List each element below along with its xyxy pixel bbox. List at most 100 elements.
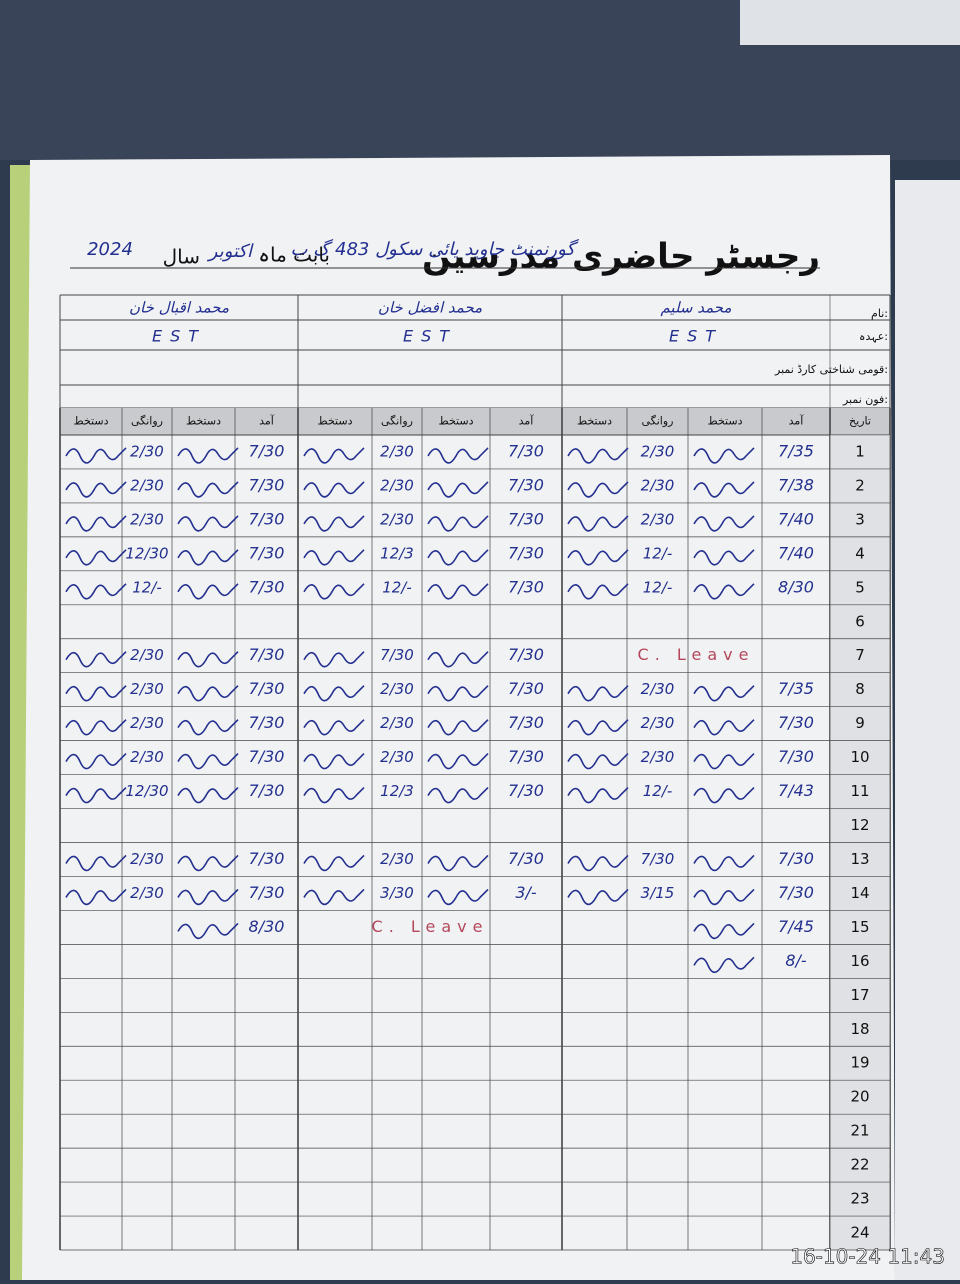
signature bbox=[303, 719, 365, 736]
signature bbox=[65, 583, 127, 600]
date: 3 bbox=[855, 510, 865, 528]
departure-time: 2/30 bbox=[641, 442, 675, 460]
background bbox=[740, 0, 960, 45]
departure-time: 7/30 bbox=[641, 850, 675, 868]
column-header: روانگی bbox=[381, 415, 413, 428]
field-label: فون نمبر: bbox=[842, 393, 888, 406]
departure-time: 12/3 bbox=[380, 544, 414, 562]
column-header: دستخط bbox=[186, 415, 221, 428]
signature bbox=[567, 583, 629, 600]
departure-time: 2/30 bbox=[380, 748, 414, 766]
arrival-time: 7/30 bbox=[249, 713, 285, 732]
arrival-time: 7/30 bbox=[508, 849, 544, 868]
arrival-time: 7/30 bbox=[249, 645, 285, 664]
signature bbox=[567, 549, 629, 566]
arrival-time: 7/45 bbox=[778, 917, 814, 936]
signature bbox=[693, 549, 755, 566]
signature bbox=[427, 786, 489, 804]
signature bbox=[177, 651, 239, 668]
departure-time: 12/30 bbox=[125, 782, 168, 800]
signature bbox=[65, 685, 127, 702]
departure-time: 7/30 bbox=[380, 646, 414, 664]
departure-time: 12/- bbox=[132, 578, 162, 596]
signature bbox=[693, 854, 755, 872]
departure-time: 2/30 bbox=[380, 510, 414, 528]
signature bbox=[693, 447, 755, 464]
column-header: آمد bbox=[519, 414, 535, 428]
arrival-time: 7/30 bbox=[249, 509, 285, 528]
signature bbox=[427, 549, 489, 566]
arrival-time: 7/30 bbox=[778, 883, 814, 902]
signature bbox=[567, 481, 629, 498]
arrival-time: 7/30 bbox=[508, 509, 544, 528]
month: اکتوبر bbox=[207, 241, 254, 262]
arrival-time: 8/- bbox=[785, 951, 807, 970]
next-page bbox=[895, 180, 960, 1280]
departure-time: 2/30 bbox=[380, 476, 414, 494]
month-label: بابت ماہ bbox=[258, 243, 330, 267]
departure-time: 2/30 bbox=[641, 714, 675, 732]
signature bbox=[693, 481, 755, 498]
date: 15 bbox=[850, 918, 869, 936]
date: 13 bbox=[850, 850, 869, 868]
date: 12 bbox=[850, 816, 869, 834]
departure-time: 2/30 bbox=[641, 476, 675, 494]
date: 23 bbox=[850, 1190, 869, 1208]
signature bbox=[177, 447, 239, 464]
column-header: روانگی bbox=[131, 415, 163, 428]
arrival-time: 7/30 bbox=[778, 849, 814, 868]
column-header: دستخط bbox=[708, 415, 743, 428]
arrival-time: 7/30 bbox=[508, 475, 544, 494]
date: 14 bbox=[850, 884, 869, 902]
signature bbox=[567, 515, 629, 532]
date: 8 bbox=[855, 680, 865, 698]
field-label: قومی شناختی کارڈ نمبر: bbox=[774, 363, 888, 376]
signature bbox=[303, 481, 365, 498]
arrival-time: 7/30 bbox=[249, 747, 285, 766]
date: 6 bbox=[855, 612, 865, 630]
signature bbox=[567, 753, 629, 770]
signature bbox=[65, 481, 127, 498]
signature bbox=[567, 719, 629, 736]
departure-time: 2/30 bbox=[641, 510, 675, 528]
signature bbox=[177, 922, 239, 940]
title: رجسٹر حاضری مدرسین bbox=[422, 237, 820, 277]
departure-time: 2/30 bbox=[130, 646, 164, 664]
signature bbox=[427, 583, 489, 600]
date: 11 bbox=[850, 782, 869, 800]
departure-time: 2/30 bbox=[130, 510, 164, 528]
header-row bbox=[60, 408, 890, 435]
signature bbox=[427, 651, 489, 668]
signature bbox=[177, 719, 239, 736]
signature bbox=[65, 753, 127, 770]
signature bbox=[65, 719, 127, 736]
column-header: دستخط bbox=[577, 415, 612, 428]
arrival-time: 7/30 bbox=[249, 577, 285, 596]
arrival-time: 7/35 bbox=[778, 679, 814, 698]
signature bbox=[303, 549, 365, 566]
signature bbox=[65, 515, 127, 532]
leave-note: C. Leave bbox=[372, 917, 489, 936]
signature bbox=[693, 956, 755, 974]
signature bbox=[693, 753, 755, 770]
departure-time: 2/30 bbox=[130, 714, 164, 732]
arrival-time: 8/30 bbox=[249, 917, 285, 936]
column-header: دستخط bbox=[439, 415, 474, 428]
signature bbox=[65, 549, 127, 566]
column-header: آمد bbox=[259, 414, 275, 428]
signature bbox=[567, 888, 629, 906]
signature bbox=[65, 888, 127, 906]
leave-note: C. Leave bbox=[638, 645, 755, 664]
departure-time: 2/30 bbox=[641, 680, 675, 698]
arrival-time: 7/30 bbox=[508, 543, 544, 562]
teacher-name: محمد سلیم bbox=[660, 299, 731, 317]
departure-time: 2/30 bbox=[130, 442, 164, 460]
departure-time: 2/30 bbox=[130, 476, 164, 494]
date: 1 bbox=[855, 442, 865, 460]
arrival-time: 7/30 bbox=[249, 883, 285, 902]
date: 22 bbox=[850, 1156, 869, 1174]
date: 18 bbox=[850, 1020, 869, 1038]
field-label: نام: bbox=[871, 307, 888, 320]
arrival-time: 7/35 bbox=[778, 441, 814, 460]
